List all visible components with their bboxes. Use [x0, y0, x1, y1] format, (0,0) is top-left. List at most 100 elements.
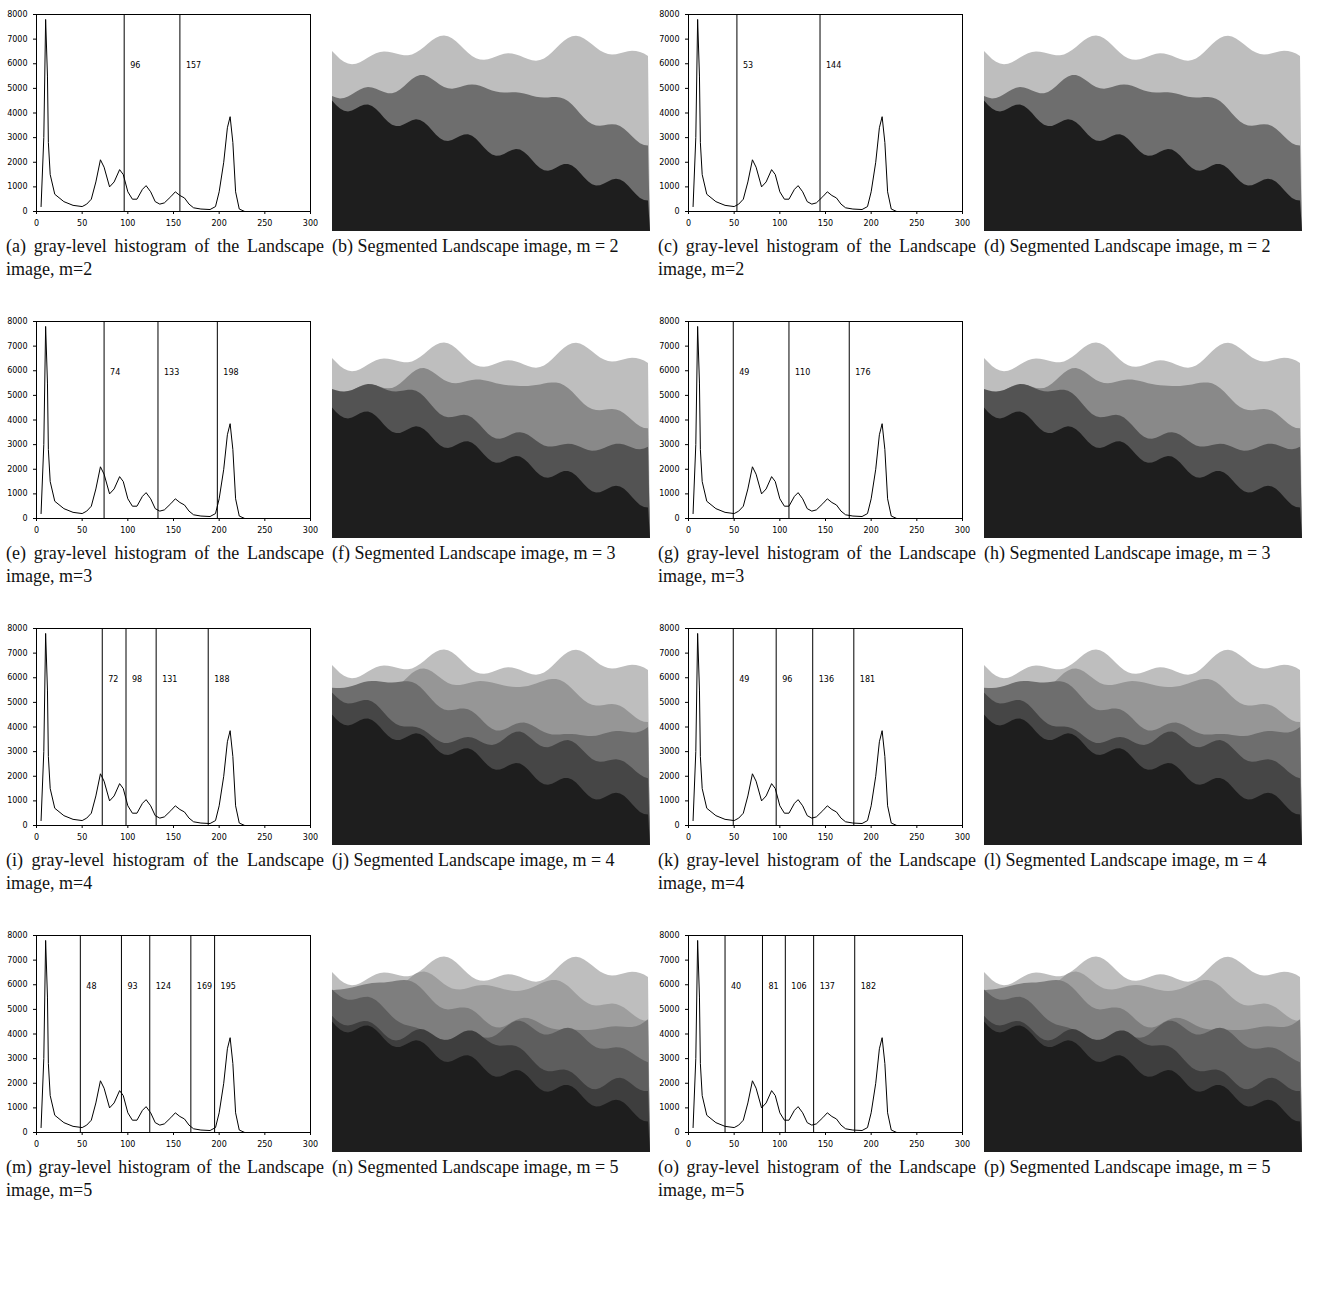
svg-text:4000: 4000: [7, 109, 27, 118]
svg-text:0: 0: [686, 219, 691, 228]
svg-text:200: 200: [864, 833, 879, 842]
svg-text:300: 300: [955, 219, 970, 228]
svg-text:8000: 8000: [7, 624, 27, 633]
svg-text:2000: 2000: [659, 1079, 679, 1088]
svg-text:0: 0: [22, 1128, 27, 1137]
svg-text:150: 150: [166, 833, 181, 842]
svg-text:100: 100: [120, 219, 135, 228]
svg-text:150: 150: [818, 526, 833, 535]
svg-text:131: 131: [162, 675, 177, 684]
svg-text:250: 250: [257, 526, 272, 535]
svg-text:8000: 8000: [659, 10, 679, 19]
svg-text:6000: 6000: [659, 980, 679, 989]
svg-text:300: 300: [303, 833, 318, 842]
svg-text:250: 250: [909, 1140, 924, 1149]
svg-text:0: 0: [34, 1140, 39, 1149]
svg-text:49: 49: [739, 368, 749, 377]
svg-text:200: 200: [212, 833, 227, 842]
svg-text:0: 0: [34, 526, 39, 535]
svg-text:110: 110: [795, 368, 810, 377]
svg-text:100: 100: [772, 219, 787, 228]
svg-text:5000: 5000: [659, 391, 679, 400]
svg-text:200: 200: [212, 1140, 227, 1149]
svg-text:4000: 4000: [7, 1030, 27, 1039]
svg-text:150: 150: [166, 219, 181, 228]
svg-text:8000: 8000: [659, 624, 679, 633]
svg-text:5000: 5000: [659, 1005, 679, 1014]
svg-text:0: 0: [34, 219, 39, 228]
svg-text:4000: 4000: [659, 1030, 679, 1039]
svg-text:6000: 6000: [7, 980, 27, 989]
svg-text:250: 250: [909, 833, 924, 842]
svg-text:50: 50: [77, 833, 87, 842]
svg-text:3000: 3000: [7, 1054, 27, 1063]
svg-text:72: 72: [108, 675, 118, 684]
svg-text:198: 198: [223, 368, 238, 377]
svg-text:7000: 7000: [7, 649, 27, 658]
svg-text:4000: 4000: [659, 416, 679, 425]
svg-text:1000: 1000: [659, 489, 679, 498]
svg-text:0: 0: [686, 1140, 691, 1149]
svg-text:195: 195: [221, 982, 236, 991]
svg-text:93: 93: [127, 982, 137, 991]
svg-text:40: 40: [731, 982, 741, 991]
svg-text:5000: 5000: [7, 84, 27, 93]
svg-text:6000: 6000: [7, 59, 27, 68]
svg-text:4000: 4000: [7, 416, 27, 425]
svg-text:200: 200: [212, 219, 227, 228]
svg-text:48: 48: [86, 982, 96, 991]
svg-text:96: 96: [782, 675, 792, 684]
svg-text:7000: 7000: [659, 35, 679, 44]
svg-text:100: 100: [120, 526, 135, 535]
svg-text:150: 150: [818, 833, 833, 842]
svg-text:100: 100: [772, 526, 787, 535]
svg-text:0: 0: [674, 514, 679, 523]
svg-text:50: 50: [729, 526, 739, 535]
svg-text:7000: 7000: [7, 956, 27, 965]
svg-text:300: 300: [955, 833, 970, 842]
svg-text:8000: 8000: [659, 931, 679, 940]
svg-text:157: 157: [186, 61, 201, 70]
svg-text:133: 133: [164, 368, 179, 377]
svg-text:6000: 6000: [7, 366, 27, 375]
svg-text:5000: 5000: [659, 698, 679, 707]
svg-text:181: 181: [860, 675, 875, 684]
svg-text:200: 200: [864, 1140, 879, 1149]
svg-text:81: 81: [768, 982, 778, 991]
svg-text:0: 0: [22, 514, 27, 523]
svg-text:3000: 3000: [659, 1054, 679, 1063]
svg-text:8000: 8000: [659, 317, 679, 326]
svg-text:5000: 5000: [7, 391, 27, 400]
svg-text:0: 0: [22, 821, 27, 830]
svg-text:150: 150: [818, 1140, 833, 1149]
svg-text:50: 50: [77, 219, 87, 228]
svg-text:150: 150: [166, 526, 181, 535]
svg-text:188: 188: [214, 675, 229, 684]
svg-text:1000: 1000: [659, 796, 679, 805]
svg-text:1000: 1000: [659, 182, 679, 191]
svg-text:1000: 1000: [7, 796, 27, 805]
svg-text:250: 250: [257, 219, 272, 228]
svg-text:2000: 2000: [659, 465, 679, 474]
svg-text:6000: 6000: [659, 366, 679, 375]
svg-text:250: 250: [257, 833, 272, 842]
svg-text:124: 124: [156, 982, 171, 991]
svg-text:3000: 3000: [659, 133, 679, 142]
svg-text:8000: 8000: [7, 10, 27, 19]
svg-text:136: 136: [819, 675, 834, 684]
svg-text:2000: 2000: [7, 158, 27, 167]
svg-text:100: 100: [120, 1140, 135, 1149]
svg-text:150: 150: [166, 1140, 181, 1149]
svg-text:0: 0: [34, 833, 39, 842]
svg-text:4000: 4000: [659, 723, 679, 732]
svg-text:98: 98: [132, 675, 142, 684]
svg-text:3000: 3000: [659, 747, 679, 756]
svg-text:4000: 4000: [7, 723, 27, 732]
svg-text:4000: 4000: [659, 109, 679, 118]
svg-text:7000: 7000: [7, 342, 27, 351]
svg-text:0: 0: [674, 1128, 679, 1137]
svg-text:8000: 8000: [7, 931, 27, 940]
svg-text:1000: 1000: [7, 182, 27, 191]
svg-text:50: 50: [729, 833, 739, 842]
svg-text:250: 250: [909, 526, 924, 535]
